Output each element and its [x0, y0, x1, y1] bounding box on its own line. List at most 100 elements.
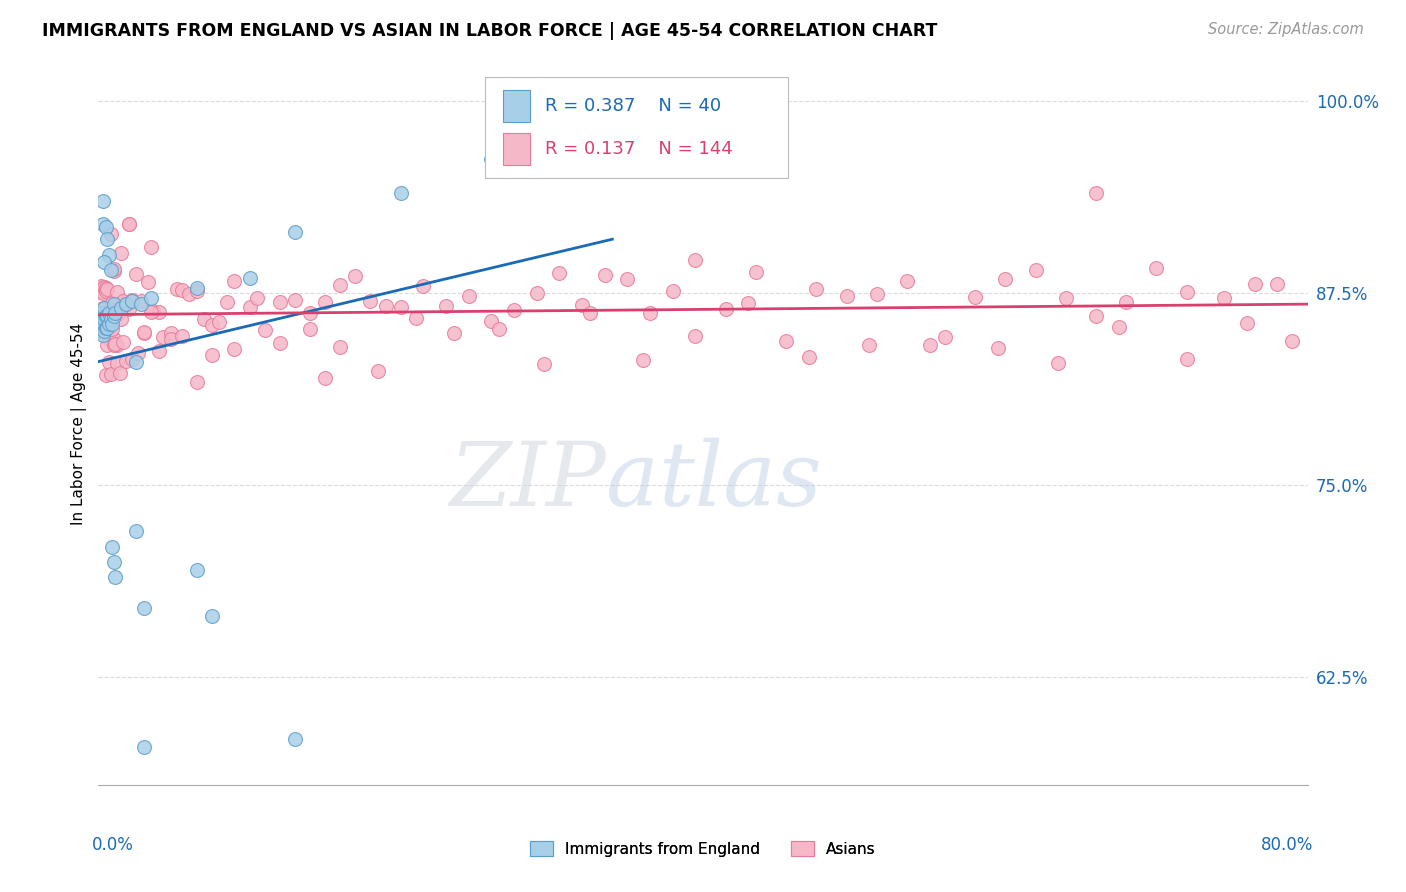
Point: [170, 283, 193, 297]
Point: [93, 255, 115, 269]
Point: [101, 322, 124, 336]
Point: [186, 281, 208, 295]
Text: R = 0.137    N = 144: R = 0.137 N = 144: [544, 140, 733, 158]
Point: [253, 323, 276, 337]
Point: [90, 317, 112, 331]
Point: [239, 300, 262, 314]
Point: [105, 338, 128, 352]
Text: IMMIGRANTS FROM ENGLAND VS ASIAN IN LABOR FORCE | AGE 45-54 CORRELATION CHART: IMMIGRANTS FROM ENGLAND VS ASIAN IN LABO…: [42, 22, 938, 40]
Point: [405, 311, 427, 326]
Point: [103, 555, 125, 569]
Point: [866, 287, 889, 301]
Point: [94, 368, 117, 383]
Point: [488, 322, 510, 336]
Point: [1054, 291, 1077, 305]
Point: [737, 296, 759, 310]
Point: [100, 310, 122, 324]
Text: R = 0.387    N = 40: R = 0.387 N = 40: [544, 97, 721, 115]
Point: [201, 318, 224, 332]
Point: [299, 322, 322, 336]
Point: [806, 282, 828, 296]
Point: [94, 321, 117, 335]
Point: [108, 304, 131, 318]
Point: [616, 271, 638, 285]
FancyBboxPatch shape: [503, 90, 530, 122]
Point: [132, 326, 155, 340]
Point: [896, 274, 918, 288]
Point: [103, 309, 125, 323]
Point: [111, 335, 134, 350]
Point: [91, 194, 114, 208]
Point: [101, 302, 124, 317]
Point: [987, 342, 1010, 356]
Point: [98, 332, 121, 346]
Point: [132, 739, 155, 754]
Point: [91, 217, 114, 231]
Point: [775, 334, 797, 349]
Point: [91, 317, 114, 331]
Point: [96, 232, 118, 246]
Point: [141, 305, 163, 319]
Point: [1108, 320, 1130, 334]
Point: [98, 247, 121, 261]
Point: [186, 563, 208, 577]
Point: [148, 305, 170, 319]
Point: [1085, 186, 1108, 200]
Point: [193, 311, 215, 326]
Point: [526, 286, 548, 301]
Point: [121, 293, 143, 308]
Point: [105, 356, 128, 370]
Point: [100, 317, 122, 331]
Point: [224, 274, 246, 288]
Point: [98, 313, 121, 327]
Point: [91, 285, 114, 300]
Point: [104, 305, 127, 319]
Point: [125, 267, 148, 281]
Point: [93, 322, 115, 336]
Point: [125, 355, 148, 369]
Point: [141, 291, 163, 305]
Point: [714, 301, 737, 316]
Point: [89, 285, 111, 299]
Point: [103, 262, 125, 277]
Point: [160, 332, 183, 346]
Point: [367, 364, 389, 378]
Point: [132, 325, 155, 339]
Point: [152, 330, 174, 344]
Point: [104, 306, 127, 320]
Point: [91, 327, 114, 342]
Point: [103, 297, 125, 311]
Point: [96, 338, 118, 352]
Point: [160, 326, 183, 340]
Point: [98, 306, 121, 320]
Point: [90, 278, 112, 293]
Point: [89, 325, 111, 339]
Point: [93, 312, 115, 326]
Point: [98, 355, 121, 369]
Point: [1213, 291, 1236, 305]
Point: [108, 366, 131, 380]
Point: [94, 309, 117, 323]
Point: [94, 280, 117, 294]
Point: [121, 351, 143, 366]
Point: [114, 297, 136, 311]
Point: [103, 332, 125, 346]
Point: [100, 312, 122, 326]
Text: 0.0%: 0.0%: [93, 836, 134, 854]
Point: [638, 305, 661, 319]
Point: [1243, 277, 1265, 291]
Point: [93, 325, 115, 339]
Point: [1144, 261, 1167, 276]
Point: [148, 344, 170, 359]
Point: [111, 294, 134, 309]
Point: [1047, 356, 1070, 370]
Point: [118, 302, 141, 317]
Point: [94, 284, 117, 298]
Point: [110, 311, 132, 326]
FancyBboxPatch shape: [485, 77, 787, 178]
Point: [118, 217, 141, 231]
Point: [166, 282, 188, 296]
Point: [548, 266, 571, 280]
Point: [201, 348, 224, 362]
Point: [246, 291, 269, 305]
